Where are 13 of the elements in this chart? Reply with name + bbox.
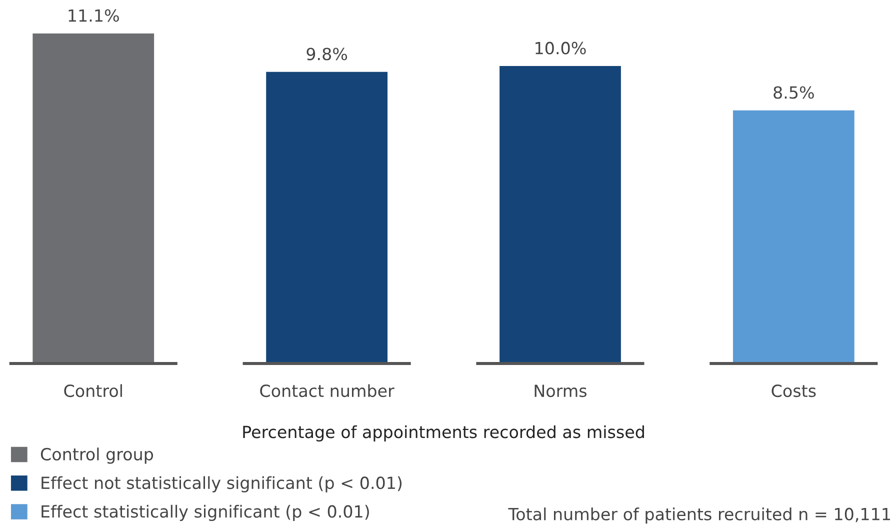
- legend-label: Effect not statistically significant (p < 0.01): [42, 476, 402, 492]
- x-tick-label: Costs: [772, 384, 816, 398]
- x-tick-label: Norms: [534, 384, 586, 398]
- x-tick-label: Control: [64, 384, 122, 398]
- data-label: 11.1%: [68, 9, 119, 22]
- data-label: 8.5%: [774, 86, 814, 99]
- text: Total number of patients recruited n = 10,111: [508, 508, 890, 524]
- legend-label: Control group: [40, 448, 154, 464]
- x-tick-label: Contact number: [260, 384, 394, 398]
- legend-label: Effect statistically significant (p < 0.01): [42, 504, 369, 521]
- data-label: 9.8%: [306, 48, 348, 60]
- x-axis-title: Percentage of appointments recorded as missed: [243, 425, 644, 442]
- data-label: 10.0%: [536, 42, 586, 54]
